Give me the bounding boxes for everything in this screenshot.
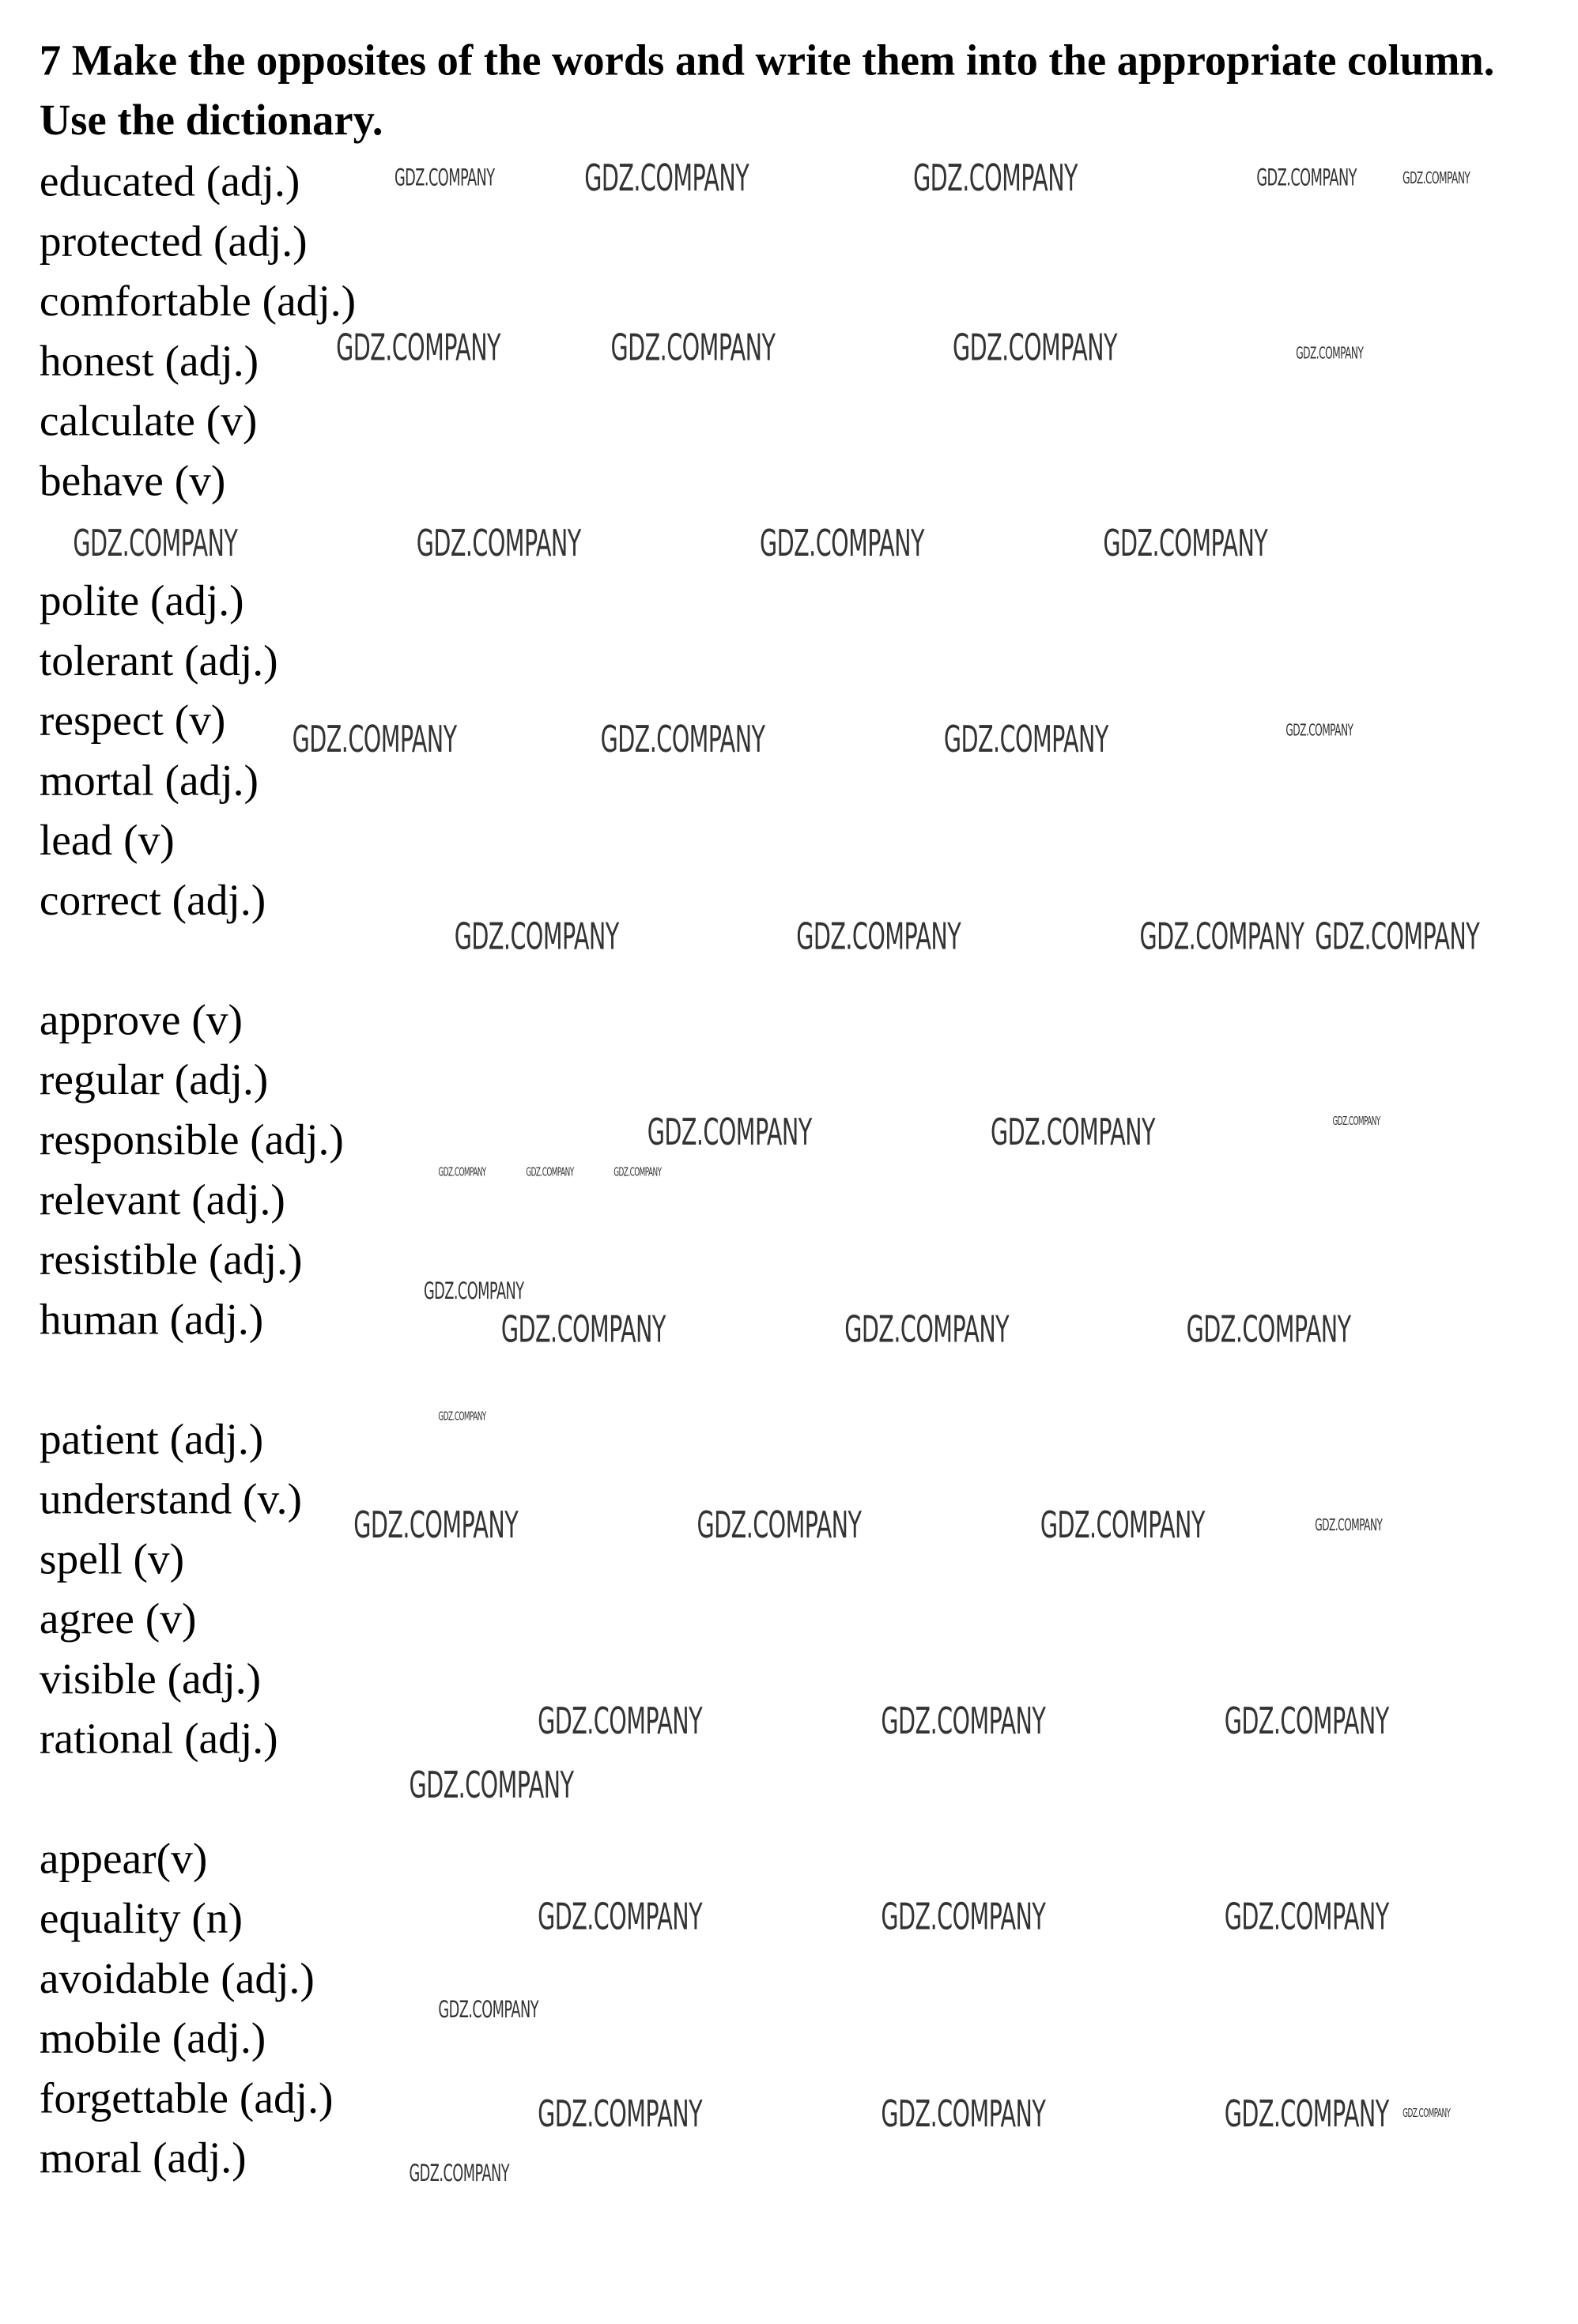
watermark: GDZ.COMPANY	[796, 915, 961, 958]
word-item: patient (adj.)	[39, 1415, 264, 1464]
word-item: relevant (adj.)	[39, 1175, 285, 1224]
exercise-title: 7 Make the opposites of the words and wr…	[39, 38, 1495, 145]
word-item: regular (adj.)	[39, 1056, 269, 1105]
word-item: equality (n)	[39, 1894, 243, 1943]
watermark: GDZ.COMPANY	[1186, 1307, 1351, 1351]
word-item: protected (adj.)	[39, 217, 308, 266]
watermark: GDZ.COMPANY	[394, 163, 495, 192]
word-item: polite (adj.)	[39, 576, 244, 625]
word-item: rational (adj.)	[39, 1715, 278, 1764]
watermark: GDZ.COMPANY	[584, 157, 749, 200]
watermark: GDZ.COMPANY	[1224, 1895, 1389, 1938]
blank-line	[40, 1769, 356, 1829]
watermark: GDZ.COMPANY	[1315, 1515, 1383, 1535]
watermark: GDZ.COMPANY	[844, 1307, 1010, 1351]
watermark: GDZ.COMPANY	[454, 915, 619, 958]
watermark: GDZ.COMPANY	[500, 1307, 666, 1351]
word-item: avoidable (adj.)	[39, 1954, 315, 2003]
watermark: GDZ.COMPANY	[881, 2092, 1046, 2135]
watermark: GDZ.COMPANY	[409, 1764, 574, 1807]
word-item: visible (adj.)	[39, 1654, 262, 1703]
watermark: GDZ.COMPANY	[526, 1165, 574, 1179]
watermark: GDZ.COMPANY	[438, 1409, 486, 1424]
watermark: GDZ.COMPANY	[913, 157, 1078, 200]
watermark: GDZ.COMPANY	[600, 718, 765, 760]
word-item: correct (adj.)	[39, 876, 266, 925]
watermark: GDZ.COMPANY	[336, 326, 500, 369]
watermark: GDZ.COMPANY	[409, 2159, 510, 2187]
watermark: GDZ.COMPANY	[647, 1111, 812, 1154]
word-item: spell (v)	[39, 1535, 185, 1584]
word-item: approve (v)	[39, 996, 243, 1045]
watermark: GDZ.COMPANY	[1139, 915, 1304, 958]
watermark: GDZ.COMPANY	[952, 326, 1117, 369]
watermark: GDZ.COMPANY	[613, 1165, 662, 1179]
watermark: GDZ.COMPANY	[292, 718, 457, 760]
watermark: GDZ.COMPANY	[1402, 2106, 1451, 2120]
word-list: educated (adj.) protected (adj.) comfortab…	[40, 152, 356, 2188]
word-item: agree (v)	[39, 1595, 197, 1644]
word-item: resistible (adj.)	[39, 1236, 303, 1285]
watermark: GDZ.COMPANY	[73, 522, 238, 565]
word-item: comfortable (adj.)	[39, 277, 357, 326]
word-item: calculate (v)	[39, 397, 258, 446]
word-item: human (adj.)	[39, 1296, 264, 1345]
word-item: behave (v)	[39, 457, 226, 506]
watermark: GDZ.COMPANY	[1040, 1503, 1205, 1547]
word-item: respect (v)	[39, 696, 226, 745]
word-item: mortal (adj.)	[39, 756, 259, 805]
watermark: GDZ.COMPANY	[943, 718, 1108, 760]
word-item: forgettable (adj.)	[39, 2074, 334, 2123]
watermark: GDZ.COMPANY	[538, 1895, 703, 1938]
word-item: tolerant (adj.)	[39, 636, 278, 685]
watermark: GDZ.COMPANY	[881, 1700, 1046, 1742]
watermark: GDZ.COMPANY	[538, 1700, 703, 1742]
watermark: GDZ.COMPANY	[697, 1503, 862, 1547]
word-item: appear(v)	[39, 1835, 208, 1884]
word-item: responsible (adj.)	[39, 1115, 344, 1164]
watermark: GDZ.COMPANY	[416, 522, 581, 565]
word-item: understand (v.)	[39, 1475, 302, 1524]
watermark: GDZ.COMPANY	[438, 1995, 539, 2024]
watermark: GDZ.COMPANY	[1224, 1700, 1389, 1742]
watermark: GDZ.COMPANY	[538, 2092, 703, 2135]
watermark: GDZ.COMPANY	[1103, 522, 1268, 565]
word-item: honest (adj.)	[39, 337, 259, 386]
watermark: GDZ.COMPANY	[991, 1111, 1155, 1154]
watermark: GDZ.COMPANY	[423, 1277, 524, 1305]
watermark: GDZ.COMPANY	[1315, 915, 1480, 958]
word-item: lead (v)	[39, 817, 175, 866]
watermark: GDZ.COMPANY	[353, 1503, 519, 1547]
word-item: educated (adj.)	[39, 157, 300, 206]
blank-line	[40, 1350, 356, 1410]
watermark: GDZ.COMPANY	[610, 326, 776, 369]
blank-line	[40, 930, 356, 990]
watermark: GDZ.COMPANY	[438, 1165, 486, 1179]
watermark: GDZ.COMPANY	[881, 1895, 1046, 1938]
word-item: mobile (adj.)	[39, 2014, 266, 2063]
watermark: GDZ.COMPANY	[1256, 163, 1357, 192]
watermark: GDZ.COMPANY	[1224, 2092, 1389, 2135]
watermark: GDZ.COMPANY	[760, 522, 924, 565]
word-item: moral (adj.)	[39, 2134, 247, 2183]
watermark: GDZ.COMPANY	[1332, 1115, 1380, 1128]
watermark: GDZ.COMPANY	[1296, 344, 1364, 364]
watermark: GDZ.COMPANY	[1402, 168, 1470, 188]
watermark: GDZ.COMPANY	[1285, 721, 1353, 741]
